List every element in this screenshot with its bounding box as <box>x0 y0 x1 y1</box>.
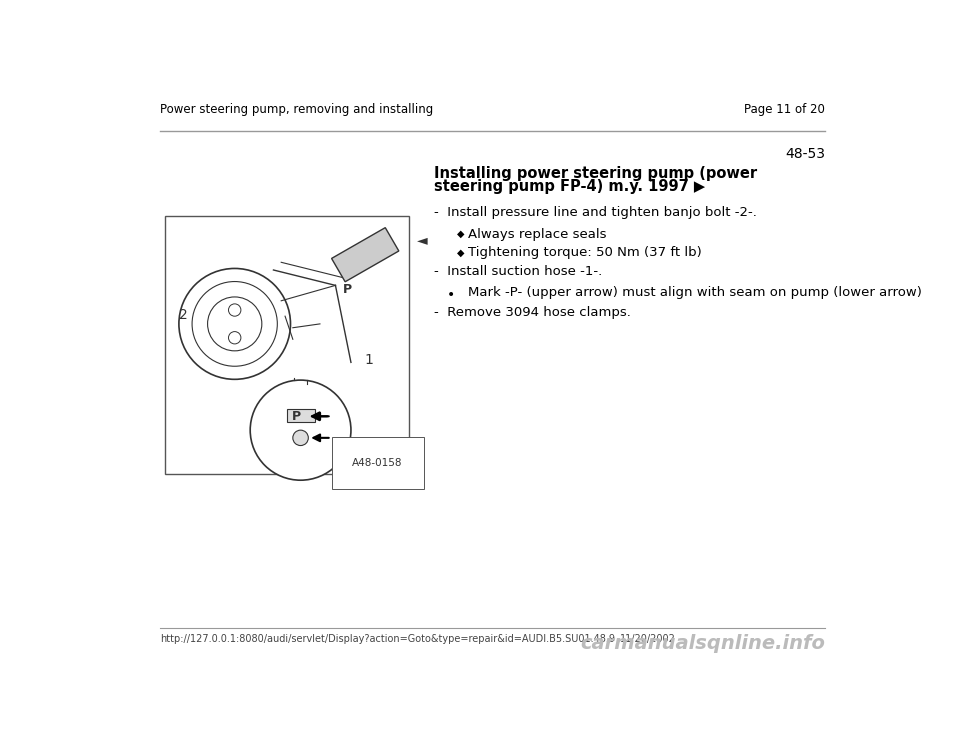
Text: steering pump FP-4) m.y. 1997 ▶: steering pump FP-4) m.y. 1997 ▶ <box>434 179 705 194</box>
Text: Page 11 of 20: Page 11 of 20 <box>744 103 826 116</box>
Bar <box>165 216 409 474</box>
Text: Power steering pump, removing and installing: Power steering pump, removing and instal… <box>160 103 434 116</box>
Text: ◆: ◆ <box>457 229 465 239</box>
Text: ◆: ◆ <box>457 248 465 257</box>
Text: 48-53: 48-53 <box>785 147 826 161</box>
Text: carmanualsqnline.info: carmanualsqnline.info <box>581 634 826 653</box>
Text: P: P <box>343 283 351 296</box>
Text: -  Install pressure line and tighten banjo bolt -2-.: - Install pressure line and tighten banj… <box>434 206 756 219</box>
Text: Mark -P- (upper arrow) must align with seam on pump (lower arrow): Mark -P- (upper arrow) must align with s… <box>468 286 922 299</box>
Text: -  Install suction hose -1-.: - Install suction hose -1-. <box>434 265 602 278</box>
Text: Always replace seals: Always replace seals <box>468 228 607 240</box>
Text: -  Remove 3094 hose clamps.: - Remove 3094 hose clamps. <box>434 306 631 319</box>
Text: •: • <box>447 288 455 302</box>
Text: 11/20/2002: 11/20/2002 <box>620 634 676 644</box>
Bar <box>287 409 315 422</box>
Text: Tightening torque: 50 Nm (37 ft lb): Tightening torque: 50 Nm (37 ft lb) <box>468 246 702 259</box>
Circle shape <box>251 380 351 480</box>
Text: ◄: ◄ <box>417 233 427 247</box>
Text: 1: 1 <box>365 353 373 367</box>
Circle shape <box>293 430 308 445</box>
Text: 2: 2 <box>179 309 187 323</box>
Text: http://127.0.0.1:8080/audi/servlet/Display?action=Goto&type=repair&id=AUDI.B5.SU: http://127.0.0.1:8080/audi/servlet/Displ… <box>160 634 615 644</box>
Bar <box>331 228 398 282</box>
Text: Installing power steering pump (power: Installing power steering pump (power <box>434 166 757 181</box>
Text: A48-0158: A48-0158 <box>352 458 403 468</box>
Text: P: P <box>292 410 301 423</box>
